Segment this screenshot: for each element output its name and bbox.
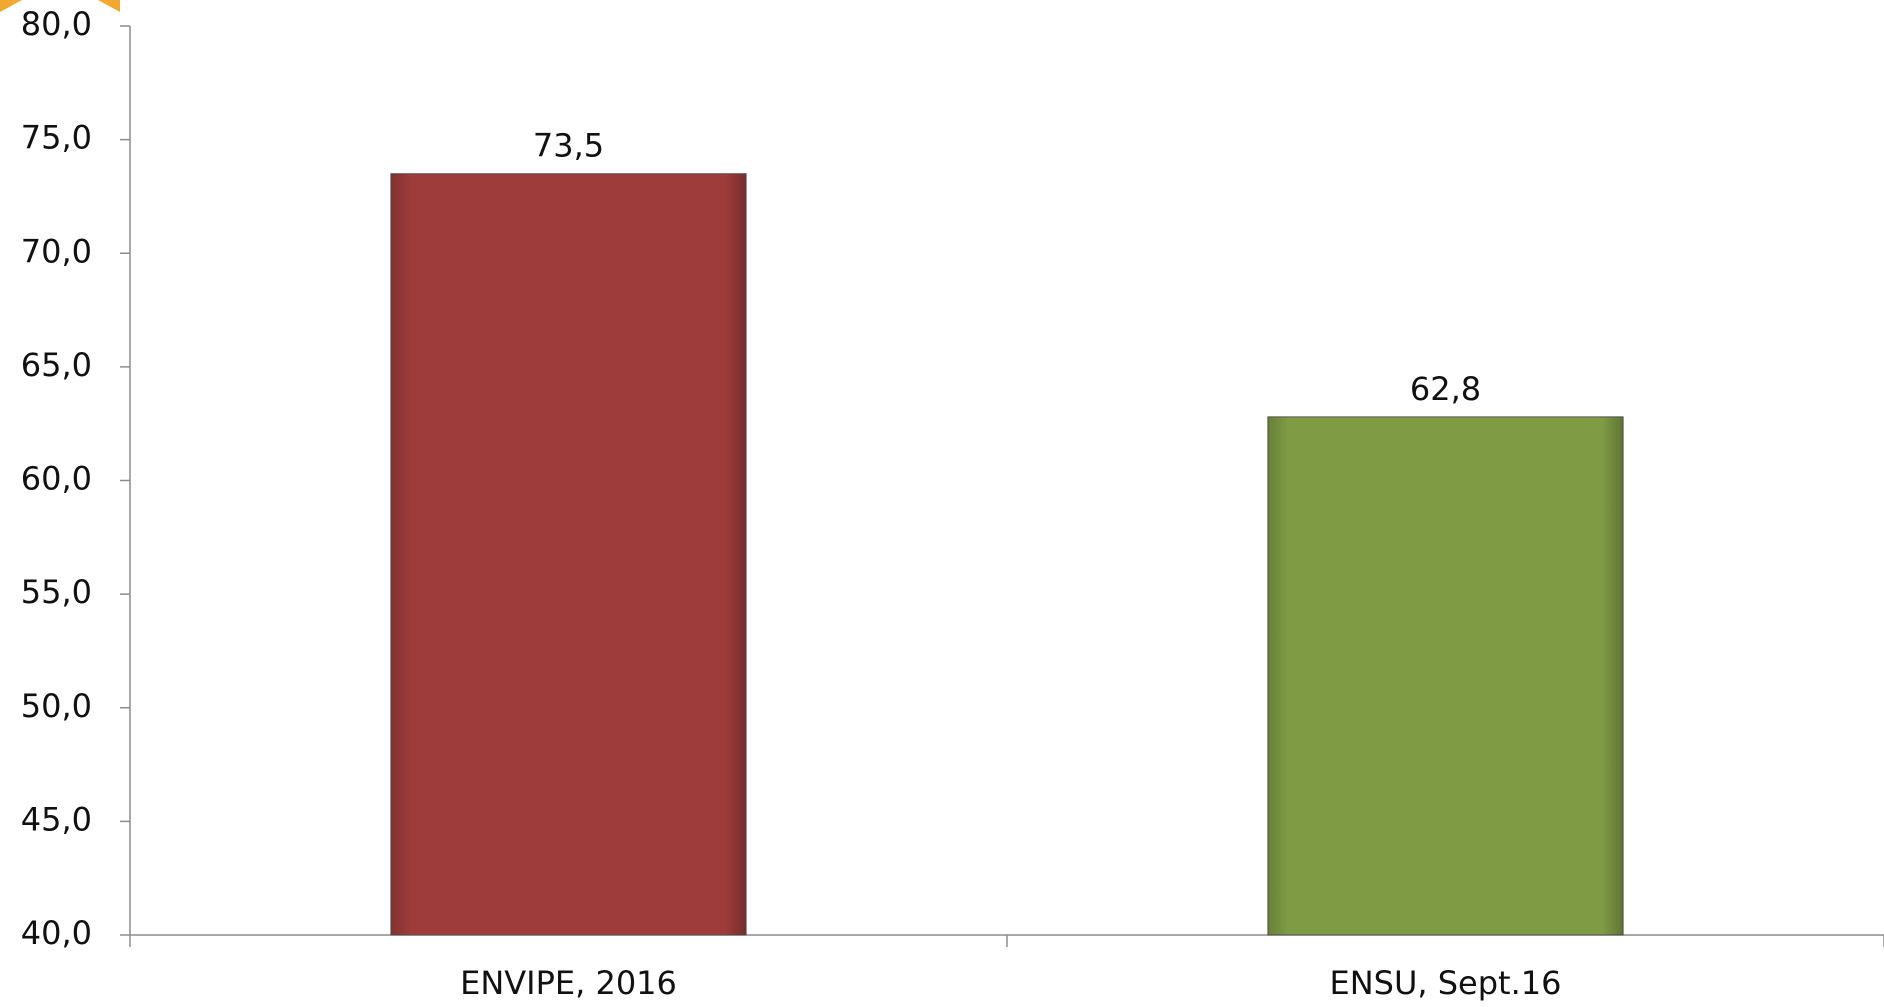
y-tick-label: 40,0 [21,914,92,952]
bar [390,173,747,936]
y-tick-label: 50,0 [21,687,92,725]
x-tick-label: ENVIPE, 2016 [460,964,677,1002]
y-tick-label: 55,0 [21,573,92,611]
y-tick-label: 60,0 [21,460,92,498]
y-tick-label: 65,0 [21,346,92,384]
corner-decoration [0,0,120,12]
bar [1267,416,1624,936]
x-tick-label: ENSU, Sept.16 [1330,964,1562,1002]
y-tick-label: 70,0 [21,232,92,270]
y-tick-label: 80,0 [21,5,92,43]
y-tick-label: 75,0 [21,119,92,157]
value-label: 73,5 [533,127,604,165]
value-label: 62,8 [1410,370,1481,408]
y-tick-label: 45,0 [21,800,92,838]
